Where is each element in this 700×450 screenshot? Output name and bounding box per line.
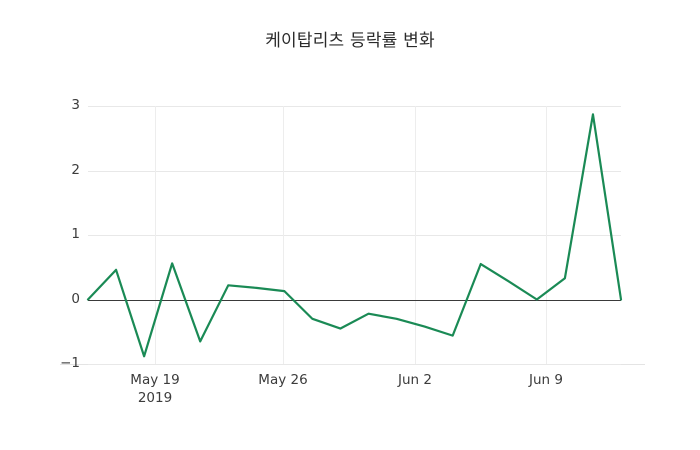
- gridline-y-1: [88, 235, 621, 236]
- gridline-y-3: [88, 106, 621, 107]
- x-tick-main-may19: May 19: [130, 372, 180, 388]
- zero-baseline: [88, 299, 621, 301]
- x-tick-sub-year: 2019: [137, 390, 173, 406]
- series-line-chart: [86, 113, 623, 358]
- gridline-y-2: [88, 170, 621, 172]
- x-tick-label-jun9: Jun 9: [529, 371, 563, 389]
- x-tick-label-may26: May 26: [258, 371, 307, 389]
- gridline-x-may26: [283, 106, 284, 364]
- y-tick-label-2: 2: [71, 161, 80, 178]
- x-tick-main-jun9: Jun 9: [529, 372, 563, 388]
- x-tick-label-may19: May 19 2019: [130, 371, 179, 407]
- gridline-x-jun2: [415, 106, 416, 364]
- y-tick-label-3: 3: [71, 97, 80, 113]
- x-axis-tick-labels: May 19 2019 May 26 Jun 2 Jun 9: [88, 371, 621, 415]
- x-tick-label-jun2: Jun 2: [398, 371, 432, 389]
- gridline-x-may19: [155, 106, 156, 364]
- y-axis-tick-labels: 3 2 1 0 −1: [32, 98, 80, 369]
- chart-title: 케이탑리츠 등락률 변화: [265, 31, 435, 51]
- x-tick-main-may26: May 26: [258, 372, 308, 388]
- plot-area: [86, 106, 623, 365]
- y-tick-label-0: 0: [71, 290, 80, 307]
- y-tick-label-1: 1: [71, 226, 80, 242]
- y-tick-label-neg1: −1: [60, 355, 80, 371]
- gridline-x-jun9: [546, 106, 547, 364]
- gridline-y-neg1: [88, 364, 621, 365]
- series-polyline-keytop-reit: [86, 113, 623, 358]
- x-tick-main-jun2: Jun 2: [398, 372, 432, 388]
